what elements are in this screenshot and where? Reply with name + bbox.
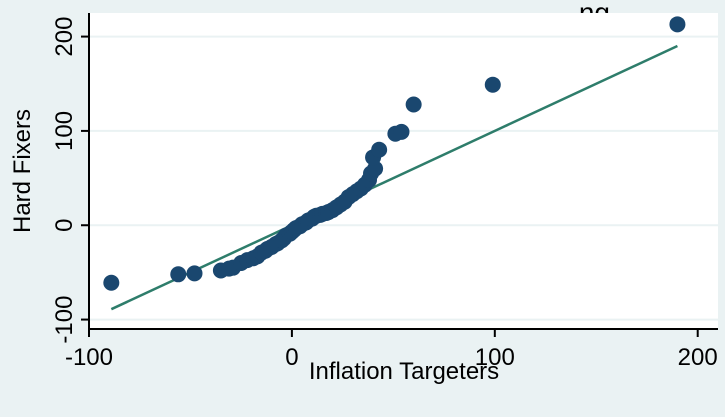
data-point-47	[371, 141, 388, 158]
y-tick-label-2: 100	[51, 111, 78, 151]
x-tick-label-2: 100	[475, 344, 515, 371]
data-point-50	[405, 96, 422, 113]
reference-line	[110, 44, 678, 311]
data-point-2	[186, 265, 203, 282]
data-points	[103, 16, 686, 291]
plot-area	[89, 13, 718, 329]
tick-labels: -100 0 100 200 -100 0 100 200	[51, 17, 718, 371]
reference-line-layer	[110, 44, 678, 311]
x-axis-label: Inflation Targeters	[309, 358, 499, 385]
y-tick-label-1: 0	[51, 219, 78, 232]
data-point-51	[484, 76, 501, 93]
x-tick-label-0: -100	[65, 344, 113, 371]
axes	[81, 13, 718, 337]
data-point-1	[170, 266, 187, 283]
data-point-0	[103, 274, 120, 291]
data-point-52	[669, 16, 686, 33]
y-tick-label-3: 200	[51, 17, 78, 57]
data-point-49	[393, 123, 410, 140]
y-tick-label-0: -100	[51, 296, 78, 344]
y-axis-label: Hard Fixers	[9, 109, 36, 233]
x-tick-label-1: 0	[285, 344, 298, 371]
x-tick-label-3: 200	[678, 344, 718, 371]
